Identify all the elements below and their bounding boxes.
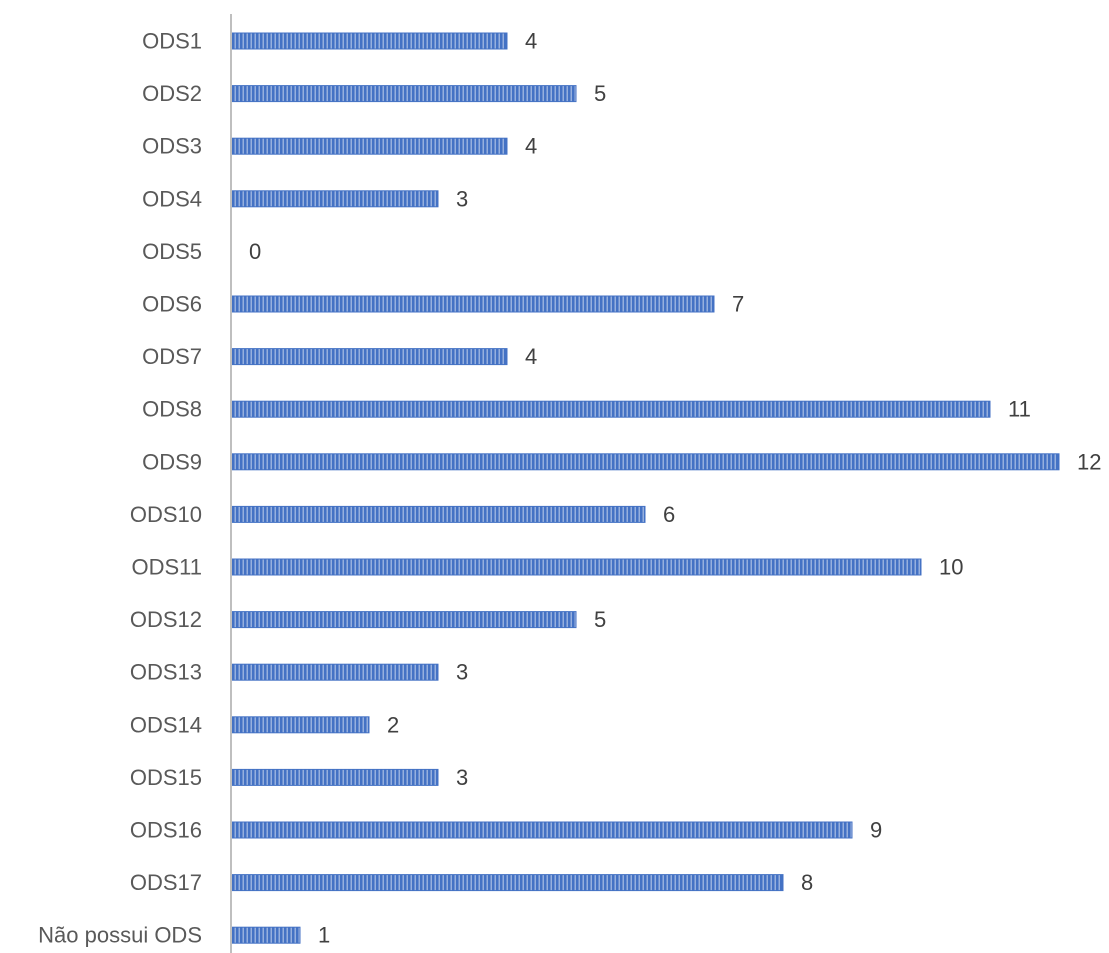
- category-label: ODS9: [142, 449, 202, 474]
- bar: [230, 32, 508, 50]
- data-label: 12: [1077, 449, 1101, 474]
- data-label: 11: [1008, 397, 1031, 422]
- bar: [230, 558, 922, 576]
- bar: [230, 295, 715, 313]
- bar: [230, 716, 370, 734]
- category-label: ODS14: [130, 712, 202, 737]
- bar: [230, 611, 577, 629]
- bar: [230, 453, 1060, 471]
- data-label: 4: [525, 29, 537, 54]
- bar: [230, 400, 991, 418]
- bar: [230, 821, 853, 839]
- data-label: 7: [732, 292, 744, 317]
- category-label: ODS4: [142, 186, 202, 211]
- category-label: ODS6: [142, 292, 202, 317]
- data-label: 4: [525, 134, 537, 159]
- data-label: 5: [594, 81, 606, 106]
- category-label: ODS11: [131, 555, 202, 580]
- data-label: 9: [870, 818, 882, 843]
- data-label: 1: [318, 923, 330, 948]
- category-label: Não possui ODS: [38, 923, 202, 948]
- data-label: 5: [594, 607, 606, 632]
- bar: [230, 85, 577, 103]
- data-label: 8: [801, 870, 813, 895]
- category-label: ODS17: [130, 870, 202, 895]
- data-label: 0: [249, 239, 261, 264]
- category-label: ODS10: [130, 502, 202, 527]
- bar: [230, 505, 646, 523]
- bar: [230, 926, 301, 944]
- bar: [230, 190, 439, 208]
- data-label: 3: [456, 186, 468, 211]
- category-label: ODS16: [130, 818, 202, 843]
- data-label: 3: [456, 765, 468, 790]
- bar: [230, 137, 508, 155]
- category-label: ODS7: [142, 344, 202, 369]
- data-label: 3: [456, 660, 468, 685]
- data-label: 10: [939, 555, 963, 580]
- category-label: ODS1: [142, 29, 202, 54]
- category-label: ODS12: [130, 607, 202, 632]
- data-label: 4: [525, 344, 537, 369]
- data-label: 2: [387, 712, 399, 737]
- bar: [230, 874, 784, 892]
- category-label: ODS8: [142, 397, 202, 422]
- data-label: 6: [663, 502, 675, 527]
- bar: [230, 768, 439, 786]
- category-label: ODS3: [142, 134, 202, 159]
- category-label: ODS2: [142, 81, 202, 106]
- category-label: ODS13: [130, 660, 202, 685]
- bar: [230, 348, 508, 366]
- bar: [230, 663, 439, 681]
- category-label: ODS5: [142, 239, 202, 264]
- category-label: ODS15: [130, 765, 202, 790]
- bars-layer: [230, 32, 1060, 944]
